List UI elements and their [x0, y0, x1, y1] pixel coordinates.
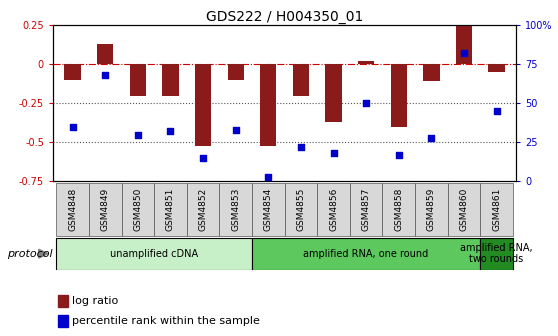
Bar — [129, 64, 146, 95]
Text: GSM4858: GSM4858 — [395, 187, 403, 231]
Bar — [317, 183, 350, 236]
Text: GSM4861: GSM4861 — [492, 187, 501, 231]
Point — [329, 151, 338, 156]
Bar — [195, 64, 211, 145]
Text: GSM4848: GSM4848 — [68, 187, 77, 231]
Bar — [448, 183, 480, 236]
Text: percentile rank within the sample: percentile rank within the sample — [73, 316, 261, 326]
Bar — [350, 183, 382, 236]
Text: GSM4855: GSM4855 — [296, 187, 305, 231]
Bar — [480, 183, 513, 236]
Text: GSM4859: GSM4859 — [427, 187, 436, 231]
Bar — [423, 64, 440, 81]
Bar — [260, 64, 276, 145]
Bar — [57, 295, 68, 307]
Text: amplified RNA,
two rounds: amplified RNA, two rounds — [460, 243, 533, 264]
Text: GSM4853: GSM4853 — [231, 187, 240, 231]
Bar — [480, 238, 513, 270]
Bar — [285, 183, 317, 236]
Text: GSM4857: GSM4857 — [362, 187, 371, 231]
Point — [166, 129, 175, 134]
Bar — [391, 64, 407, 127]
Point — [101, 73, 110, 78]
Bar — [488, 64, 505, 72]
Bar — [57, 315, 68, 327]
Point — [296, 144, 305, 150]
Bar — [382, 183, 415, 236]
Point — [231, 127, 240, 133]
Text: GSM4849: GSM4849 — [100, 187, 110, 231]
Point — [395, 152, 403, 158]
Bar — [415, 183, 448, 236]
Point — [68, 124, 77, 129]
Bar — [162, 64, 179, 95]
Text: GSM4856: GSM4856 — [329, 187, 338, 231]
Bar — [56, 238, 252, 270]
Text: GSM4850: GSM4850 — [133, 187, 142, 231]
Point — [264, 174, 273, 179]
Point — [133, 132, 142, 137]
Point — [492, 109, 501, 114]
Bar — [252, 238, 480, 270]
Text: unamplified cDNA: unamplified cDNA — [110, 249, 198, 259]
Point — [427, 135, 436, 140]
Bar — [293, 64, 309, 95]
Text: GSM4852: GSM4852 — [199, 187, 208, 231]
Bar — [456, 22, 472, 64]
Bar — [228, 64, 244, 80]
Text: GSM4851: GSM4851 — [166, 187, 175, 231]
Text: protocol: protocol — [7, 249, 53, 259]
Bar — [252, 183, 285, 236]
Point — [362, 101, 371, 106]
Bar — [56, 183, 89, 236]
Text: log ratio: log ratio — [73, 296, 119, 306]
Bar — [325, 64, 341, 122]
Bar — [187, 183, 219, 236]
Point — [199, 155, 208, 161]
Bar — [154, 183, 187, 236]
Text: GSM4860: GSM4860 — [459, 187, 469, 231]
Bar — [358, 61, 374, 64]
Title: GDS222 / H004350_01: GDS222 / H004350_01 — [206, 10, 363, 24]
Text: amplified RNA, one round: amplified RNA, one round — [304, 249, 429, 259]
Point — [459, 51, 468, 56]
Text: GSM4854: GSM4854 — [264, 187, 273, 231]
Bar — [89, 183, 122, 236]
Bar — [219, 183, 252, 236]
Bar — [64, 64, 81, 80]
Bar — [97, 44, 113, 64]
Bar — [122, 183, 154, 236]
